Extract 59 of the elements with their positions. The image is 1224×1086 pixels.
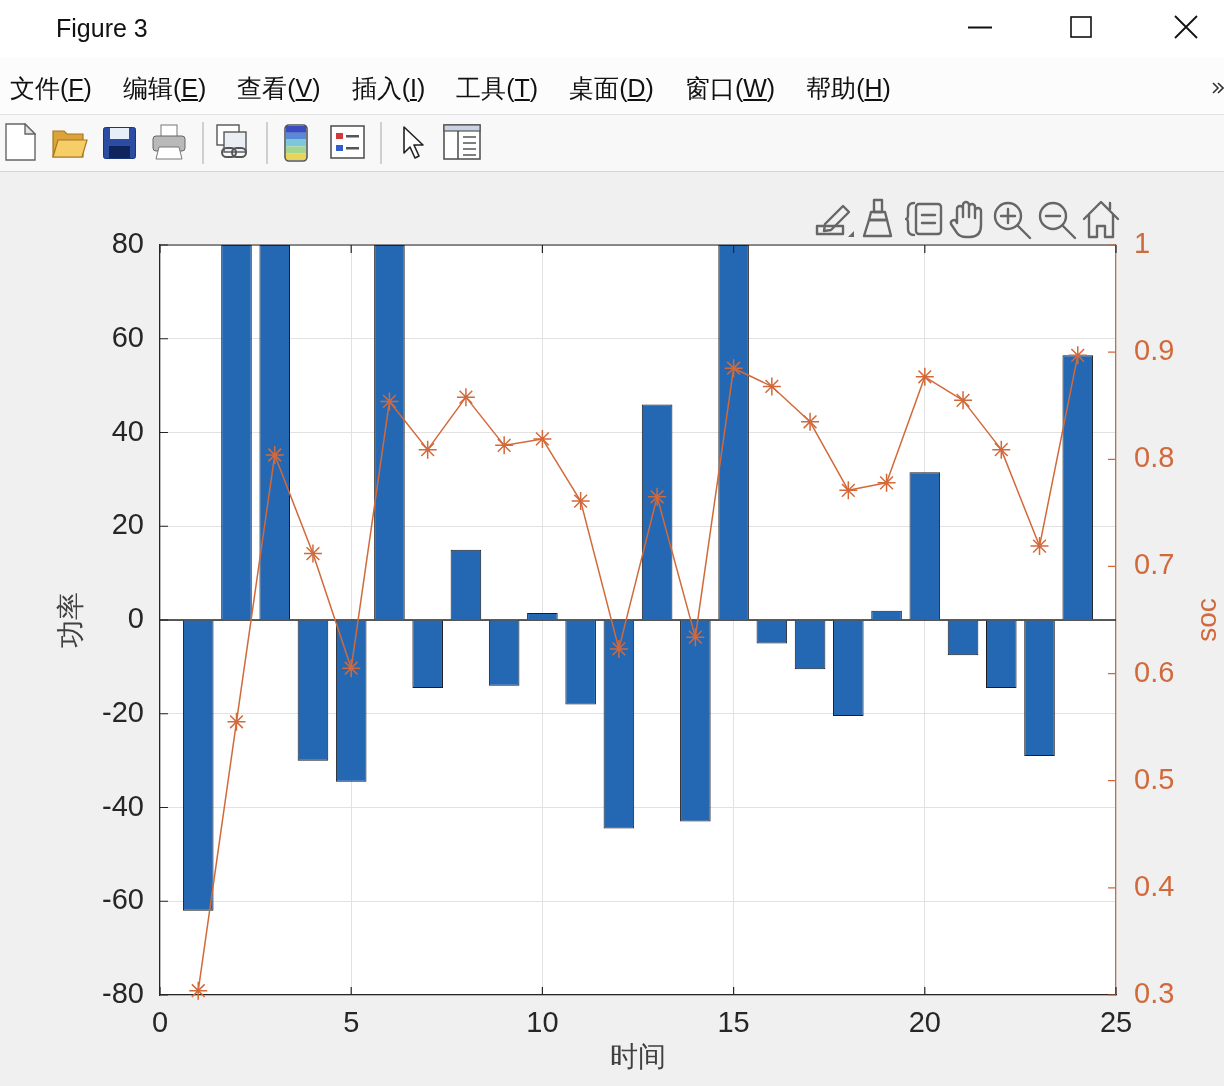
point <box>1068 345 1088 366</box>
point <box>991 439 1012 460</box>
point <box>532 429 553 449</box>
point <box>226 712 247 732</box>
text: 查看(V) <box>237 72 321 104</box>
point <box>1029 536 1050 556</box>
point <box>570 491 591 511</box>
text: 帮助(H) <box>806 72 891 104</box>
point <box>188 980 208 1001</box>
y2-tick-label: 1 <box>1134 227 1151 259</box>
point <box>876 473 897 493</box>
point <box>379 391 400 412</box>
y-tick-label: -80 <box>102 977 144 1009</box>
y-tick-label: 20 <box>111 508 144 541</box>
point <box>264 445 285 465</box>
y-axis-title: 功率 <box>54 592 86 648</box>
y-tick-label: 60 <box>111 320 144 353</box>
point <box>953 390 973 411</box>
y2-tick-label: 0.6 <box>1134 655 1175 688</box>
y2-tick-label: 0.8 <box>1134 441 1175 474</box>
point <box>685 627 706 647</box>
x-tick-label: 25 <box>1099 1006 1133 1039</box>
x-tick-label: 5 <box>343 1006 360 1039</box>
y2-tick-label: 0.4 <box>1134 869 1175 902</box>
point <box>303 543 323 564</box>
y2-tick-label: 0.9 <box>1134 334 1175 367</box>
y-tick-label: 0 <box>127 602 144 634</box>
x-tick-label: 20 <box>908 1006 941 1039</box>
y2-axis-title: soc <box>1190 598 1222 642</box>
text: 桌面(D) <box>569 72 654 104</box>
x-tick-label: 10 <box>526 1006 559 1039</box>
point <box>838 480 859 501</box>
point <box>915 367 935 387</box>
point <box>762 376 782 397</box>
point <box>609 639 629 659</box>
y-tick-label: -60 <box>102 883 144 916</box>
point <box>341 658 361 678</box>
y2-tick-label: 0.7 <box>1134 548 1175 581</box>
x-tick-label: 15 <box>717 1006 750 1039</box>
point <box>494 435 514 456</box>
point <box>456 387 476 407</box>
y-tick-label: 80 <box>111 227 144 259</box>
text: 窗口(W) <box>684 72 776 104</box>
y-tick-label: -40 <box>102 789 144 822</box>
x-tick-label: 0 <box>151 1006 169 1039</box>
y2-tick-label: 0.5 <box>1134 762 1175 795</box>
text: 文件(F) <box>10 72 92 104</box>
y-tick-label: -20 <box>102 695 144 728</box>
point <box>800 412 820 432</box>
point <box>647 487 667 507</box>
text: 插入(I) <box>351 72 426 104</box>
caption: Figure 3 <box>56 13 148 43</box>
text: 工具(T) <box>456 72 539 104</box>
text: 编辑(E) <box>122 72 207 104</box>
point <box>723 358 744 378</box>
point <box>417 439 438 460</box>
y2-tick-label: 0.3 <box>1134 977 1175 1009</box>
y-tick-label: 40 <box>111 414 144 447</box>
x-axis-title: 时间 <box>610 1040 666 1072</box>
